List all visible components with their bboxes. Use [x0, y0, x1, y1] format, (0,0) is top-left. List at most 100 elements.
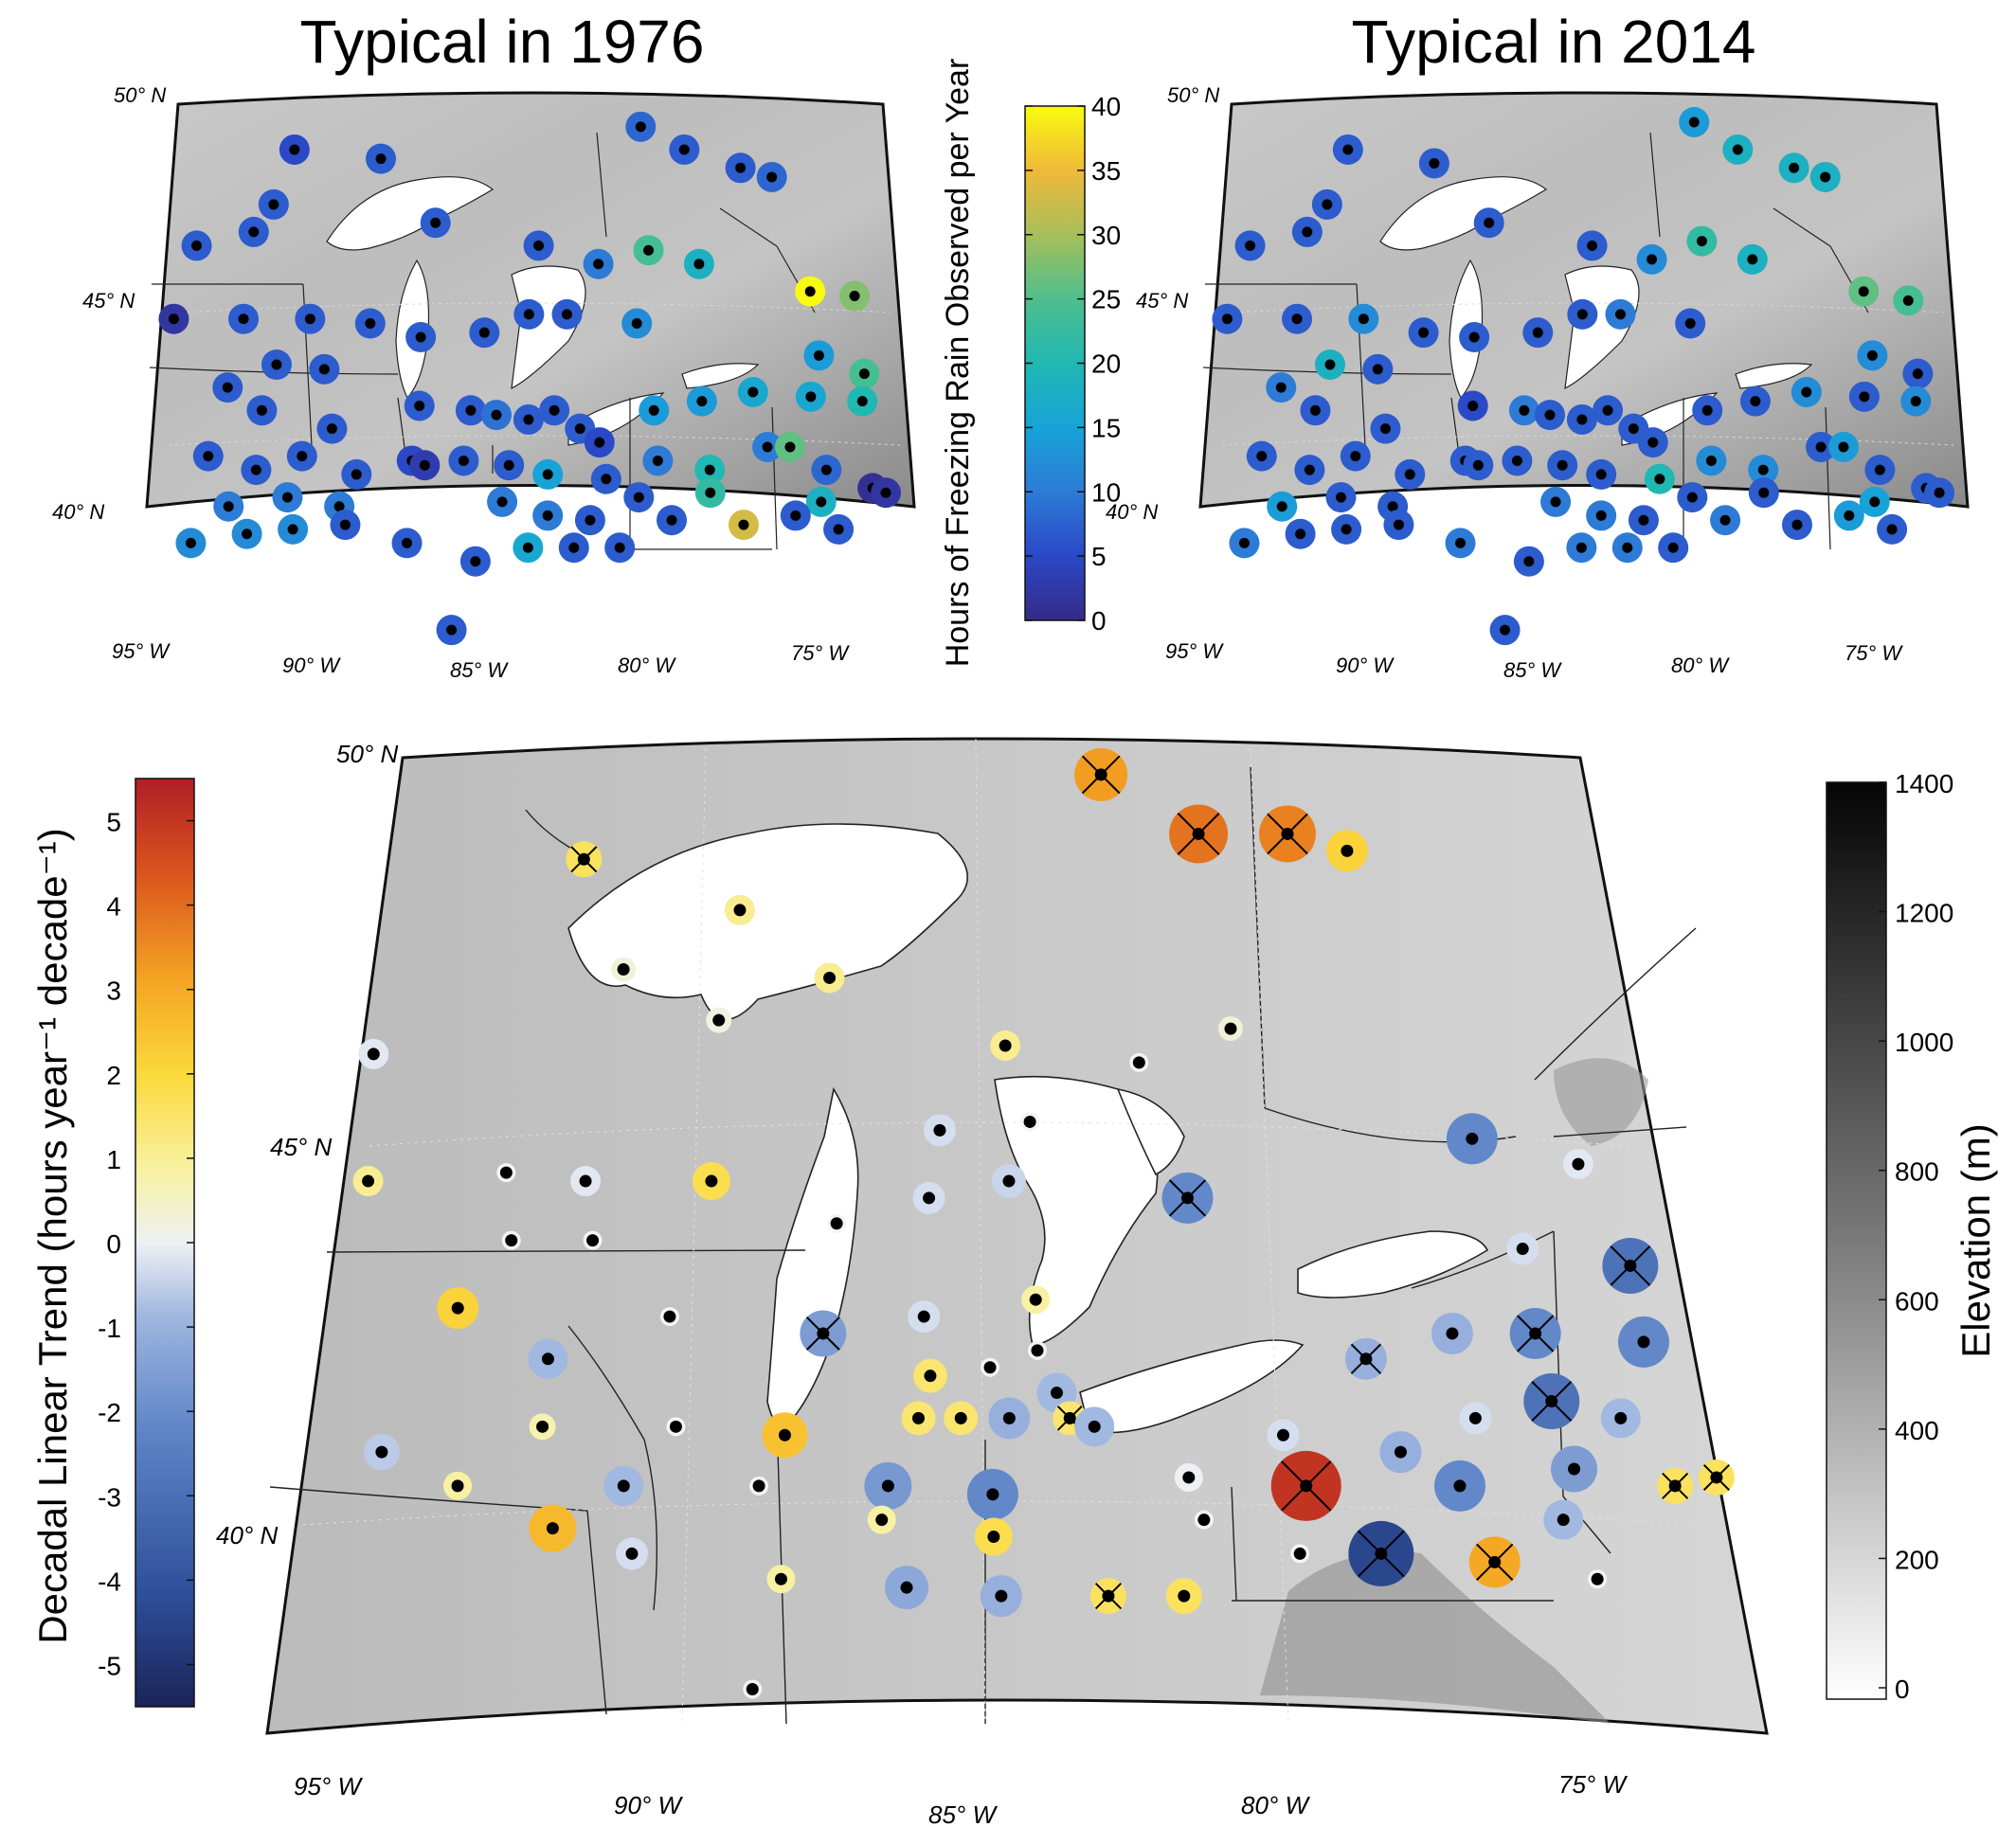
- colorbar-ticks: 0 5 10 15 20 25 30 35 40: [1025, 92, 1121, 636]
- station-marker: [694, 455, 726, 486]
- station-dot: [458, 455, 469, 466]
- station-marker: [583, 1230, 603, 1250]
- station-marker: [1586, 500, 1617, 531]
- station-dot: [1696, 236, 1707, 247]
- station-marker: [1294, 455, 1325, 486]
- station-dot: [365, 318, 376, 330]
- station-dot: [1309, 404, 1321, 416]
- station-marker: [1600, 1398, 1641, 1439]
- station-dot: [790, 510, 801, 521]
- station-dot: [1869, 496, 1881, 508]
- station-dot: [523, 309, 534, 320]
- station-marker: [1593, 395, 1624, 426]
- station-marker: [1270, 1450, 1341, 1521]
- station-marker: [1290, 1544, 1310, 1564]
- station-dot: [1394, 1445, 1407, 1459]
- station-marker: [1408, 317, 1439, 349]
- station-marker: [437, 1287, 479, 1330]
- station-dot: [999, 1039, 1012, 1052]
- station-marker: [405, 322, 437, 353]
- adirondack-relief: [1554, 1058, 1648, 1146]
- station-dot: [1293, 1547, 1306, 1560]
- station-marker: [583, 248, 614, 279]
- station-dot: [1544, 409, 1556, 421]
- station-dot: [1758, 487, 1770, 498]
- station-marker: [1473, 207, 1504, 239]
- station-marker: [1857, 340, 1888, 371]
- station-dot: [593, 259, 604, 270]
- station-marker: [1566, 532, 1597, 564]
- station-dot: [1602, 404, 1613, 416]
- map-title-1976: Typical in 1976: [300, 8, 705, 76]
- station-marker: [1459, 1402, 1492, 1435]
- station-dot: [271, 359, 282, 370]
- station-marker: [1902, 358, 1934, 389]
- station-dot: [917, 1310, 930, 1323]
- station-marker: [780, 500, 811, 531]
- station-dot: [1300, 1479, 1313, 1493]
- station-dot: [1102, 1589, 1115, 1603]
- lat-label-50: 50° N: [114, 83, 166, 107]
- station-dot: [1488, 1555, 1502, 1568]
- station-marker: [1523, 1372, 1580, 1429]
- station-marker: [657, 505, 688, 536]
- station-marker: [1657, 1467, 1694, 1504]
- station-dot: [281, 492, 293, 503]
- station-marker: [1348, 303, 1379, 334]
- station-dot: [1628, 423, 1639, 435]
- station-dot: [1595, 510, 1607, 521]
- station-marker: [1020, 1112, 1040, 1132]
- station-dot: [1256, 451, 1268, 462]
- station-dot: [1668, 1479, 1682, 1493]
- station-dot: [1295, 528, 1306, 540]
- station-marker: [238, 216, 269, 247]
- station-marker: [1900, 385, 1932, 417]
- lon-label-75: 75° W: [1558, 1770, 1629, 1799]
- colorbar-tick-label: 10: [1091, 477, 1121, 507]
- station-dot: [1221, 313, 1233, 325]
- station-dot: [470, 556, 481, 567]
- station-dot: [250, 464, 261, 475]
- station-marker: [231, 518, 262, 549]
- station-marker: [409, 450, 441, 481]
- station-marker: [800, 1310, 847, 1357]
- station-marker: [1737, 243, 1768, 275]
- station-marker: [1506, 1232, 1539, 1265]
- station-dot: [881, 1479, 894, 1493]
- station-marker: [501, 1230, 521, 1250]
- station-marker: [1174, 1462, 1203, 1492]
- station-dot: [568, 542, 580, 553]
- station-marker: [811, 455, 842, 486]
- colorbar-gradient: [135, 778, 195, 1708]
- station-marker: [1468, 1536, 1521, 1588]
- station-dot: [704, 464, 715, 475]
- station-marker: [1566, 403, 1597, 435]
- station-marker: [1833, 500, 1864, 531]
- station-dot: [820, 464, 832, 475]
- station-marker: [1636, 243, 1667, 275]
- station-dot: [617, 1479, 630, 1493]
- station-dot: [542, 469, 553, 480]
- station-marker: [1457, 390, 1488, 421]
- station-marker: [1259, 805, 1317, 863]
- station-dot: [533, 240, 545, 251]
- station-marker: [1344, 1337, 1387, 1380]
- station-marker: [363, 1434, 400, 1471]
- station-marker: [1246, 440, 1277, 472]
- station-dot: [1372, 364, 1383, 375]
- station-dot: [326, 423, 337, 435]
- station-marker: [1605, 298, 1636, 330]
- station-marker: [1459, 322, 1490, 353]
- station-marker: [1161, 1172, 1214, 1224]
- station-marker: [158, 303, 189, 334]
- station-marker: [1848, 276, 1880, 307]
- station-dot: [1379, 423, 1391, 435]
- station-marker: [1748, 455, 1779, 486]
- colorbar-ticks: 5 4 3 2 1 0 -1 -2 -3 -4 -5: [98, 808, 194, 1680]
- station-marker: [1679, 106, 1710, 137]
- station-marker: [604, 532, 636, 564]
- station-marker: [1522, 317, 1554, 349]
- station-dot: [451, 1479, 464, 1493]
- station-dot: [1844, 510, 1855, 521]
- station-marker: [728, 510, 759, 541]
